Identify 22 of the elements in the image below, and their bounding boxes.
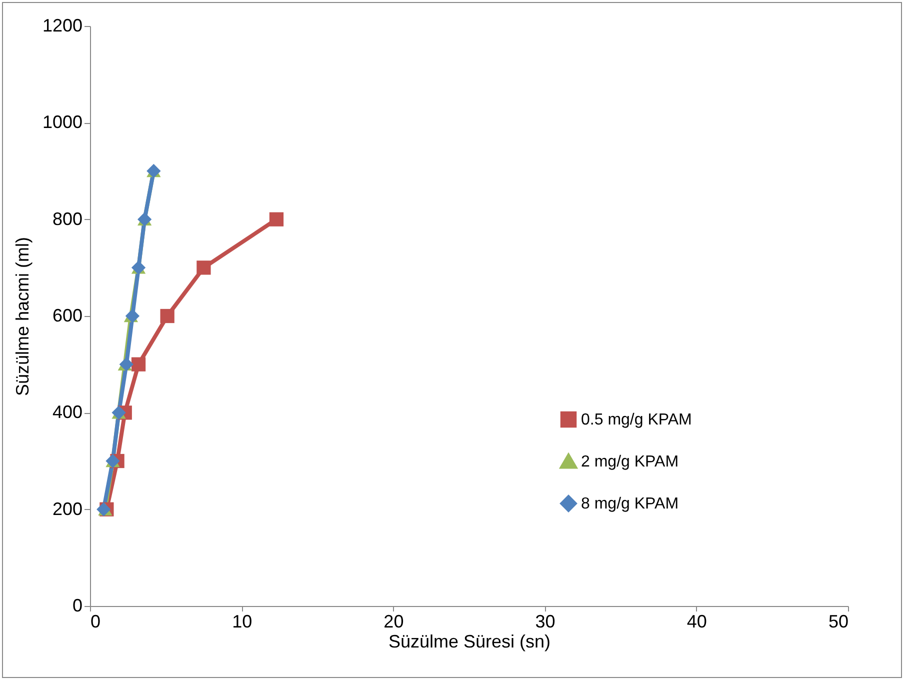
point [160, 308, 174, 324]
point [131, 357, 146, 372]
y-tick-label: 1000 [42, 112, 82, 132]
point [196, 260, 211, 275]
y-axis-title: Süzülme hacmi (ml) [12, 236, 32, 396]
y-tick-label: 200 [52, 498, 82, 519]
x-tick-label: 40 [686, 612, 707, 632]
point [269, 212, 284, 226]
y-tick-label: 1200 [42, 16, 82, 36]
legend-label: 2 mg/g KPAM [581, 454, 679, 470]
x-axis-title: Süzülme Süresi (sn) [388, 632, 551, 652]
y-tick-label: 0 [72, 596, 82, 616]
x-tick-label: 20 [384, 612, 404, 632]
y-tick-label: 600 [52, 306, 82, 326]
legend-label: 0.5 mg/g KPAM [581, 412, 692, 428]
y-tick-label: 400 [52, 402, 82, 422]
x-tick-label: 30 [535, 612, 556, 632]
x-tick-label: 50 [828, 612, 848, 632]
y-tick-label: 800 [52, 208, 82, 229]
x-tick-label: 10 [232, 612, 252, 632]
legend-label: 8 mg/g KPAM [581, 496, 679, 512]
x-tick-label: 0 [90, 612, 101, 632]
